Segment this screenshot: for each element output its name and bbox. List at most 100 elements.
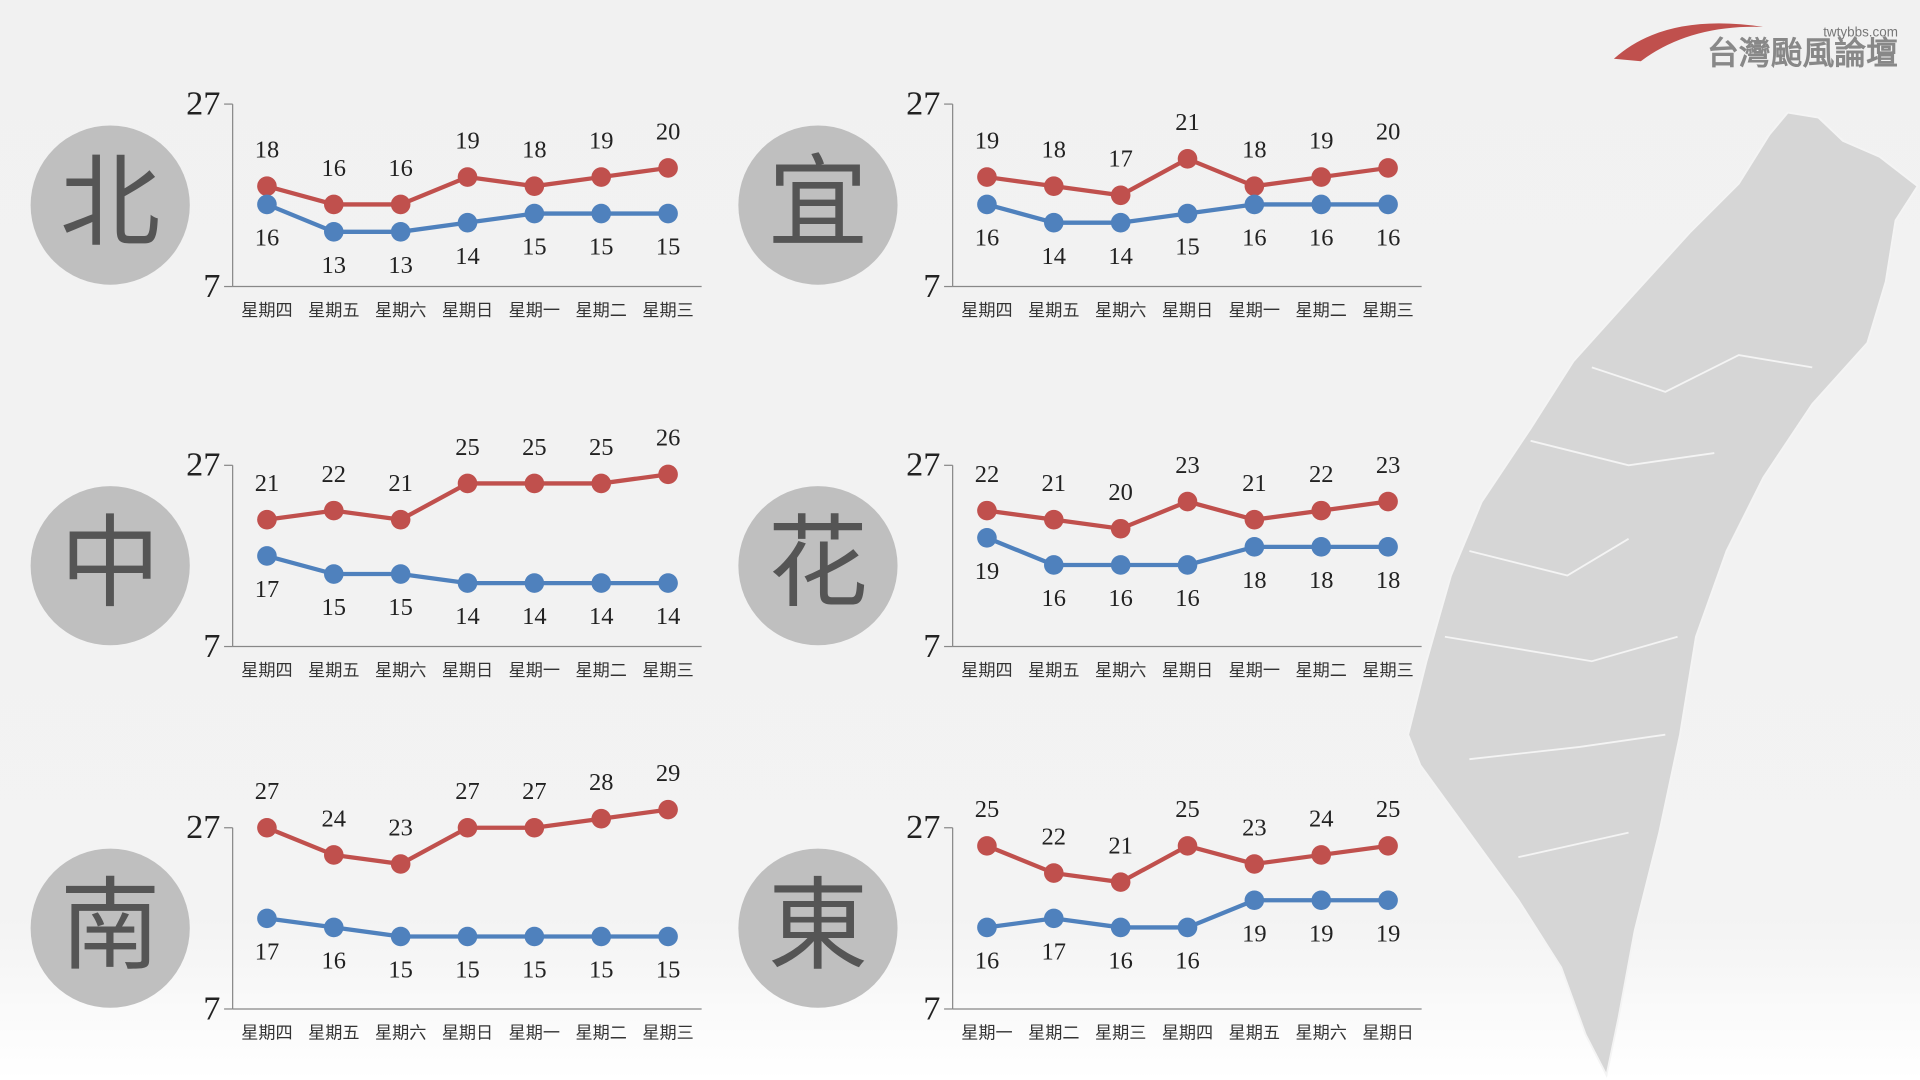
x-tick-label: 星期三 [642,1023,693,1043]
point [324,222,344,242]
point [591,808,612,829]
x-tick-label: 星期一 [509,661,560,681]
point [1177,917,1198,938]
y-tick-label: 27 [186,808,220,846]
data-label: 15 [522,957,546,984]
point [1244,854,1265,874]
data-label: 21 [388,470,412,497]
x-tick-label: 星期一 [961,1023,1012,1043]
logo-swoosh [1613,23,1764,62]
region-label: 中 [60,505,160,622]
taiwan-map [1407,111,1919,1078]
data-label: 25 [522,434,546,461]
data-label: 16 [975,948,999,975]
point [457,926,478,947]
data-label: 14 [656,603,680,630]
data-label: 13 [388,252,412,279]
point [591,167,612,187]
data-label: 14 [589,603,613,630]
point [591,203,612,224]
x-tick-label: 星期三 [1362,661,1413,681]
point [1378,836,1398,856]
point [977,500,997,521]
point [977,836,997,856]
point [1244,509,1265,530]
data-label: 18 [1376,567,1400,594]
point [658,158,678,178]
x-tick-label: 星期一 [1229,301,1280,321]
point [1177,836,1198,856]
y-tick-label: 7 [923,267,940,305]
point [1311,845,1332,865]
x-tick-label: 星期二 [576,301,627,321]
point [1311,194,1332,215]
point [1378,537,1398,557]
data-label: 22 [975,461,999,488]
point [390,222,411,242]
x-tick-label: 星期五 [1028,301,1079,321]
data-label: 25 [589,434,613,461]
region-badge [738,486,898,646]
region-badge [738,848,898,1008]
x-tick-label: 星期五 [308,301,359,321]
data-label: 19 [589,127,613,154]
data-label: 28 [589,769,613,796]
point [524,926,545,947]
data-label: 25 [455,434,479,461]
point [390,509,411,530]
data-label: 15 [388,957,412,984]
point [658,464,678,485]
point [1177,555,1198,575]
point [1110,555,1131,575]
point [257,194,277,215]
point [1378,890,1398,911]
data-label: 22 [1042,823,1066,850]
x-tick-label: 星期四 [241,301,292,321]
data-label: 16 [388,155,412,182]
data-label: 15 [589,234,613,261]
point [1244,176,1265,196]
point [390,926,411,947]
data-label: 21 [1042,470,1066,497]
region-badge [30,125,190,285]
region-label: 花 [768,505,868,622]
data-label: 16 [322,948,346,975]
point [1244,194,1265,215]
y-tick-label: 27 [906,808,940,846]
data-label: 21 [255,470,279,497]
point [457,573,478,593]
data-label: 21 [1108,832,1132,859]
point [1044,176,1064,196]
x-tick-label: 星期二 [1028,1023,1079,1043]
data-label: 24 [322,805,346,832]
region-label: 宜 [768,144,868,261]
point [457,167,478,187]
data-label: 23 [1376,452,1400,479]
point [1378,194,1398,215]
x-tick-label: 星期五 [308,1023,359,1043]
point [591,573,612,593]
x-tick-label: 星期日 [442,1023,493,1043]
point [257,509,277,530]
point [658,573,678,593]
x-tick-label: 星期日 [442,301,493,321]
point [1244,537,1265,557]
point [324,500,344,521]
data-label: 15 [455,957,479,984]
data-label: 22 [1309,461,1333,488]
data-label: 19 [1242,920,1266,947]
data-label: 23 [1242,814,1266,841]
data-label: 15 [522,234,546,261]
data-label: 25 [1175,796,1199,823]
point [257,546,277,566]
data-label: 24 [1309,805,1333,832]
point [591,473,612,494]
data-label: 27 [255,778,279,805]
data-label: 17 [1042,939,1066,966]
data-label: 17 [255,576,279,603]
data-label: 16 [322,155,346,182]
y-tick-label: 7 [203,989,220,1027]
region-label: 南 [60,867,160,984]
point [324,194,344,215]
point [1044,212,1064,233]
